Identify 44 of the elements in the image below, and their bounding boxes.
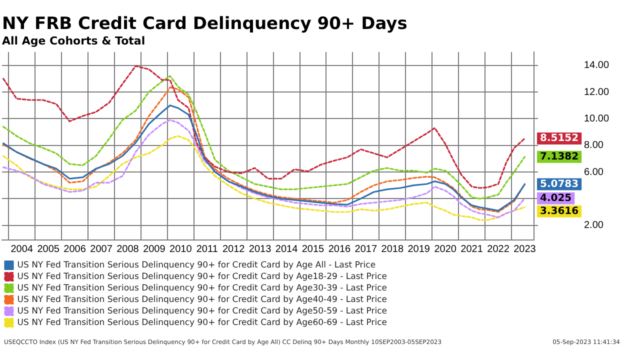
- x-tick-label: 2011: [196, 244, 218, 255]
- line-series: [2, 135, 526, 221]
- y-tick-label: 6.00: [584, 166, 604, 178]
- x-tick-label: 2009: [143, 244, 166, 255]
- x-tick-label: 2008: [116, 244, 140, 255]
- y-tick-label: 14.00: [584, 60, 610, 72]
- x-tick-label: 2021: [460, 244, 484, 255]
- chart-title: NY FRB Credit Card Delinquency 90+ Days: [2, 14, 408, 34]
- legend-label: US NY Fed Transition Serious Delinquency 90+ for Credit Card by Age40-49 - Last Price: [17, 294, 388, 305]
- x-tick-label: 2015: [302, 244, 325, 255]
- legend-label: US NY Fed Transition Serious Delinquency 90+ for Credit Card by Age All - Last Price: [17, 260, 376, 270]
- line-series: [2, 75, 526, 200]
- x-tick-label: 2014: [275, 244, 298, 255]
- x-tick-label: 2016: [328, 244, 352, 255]
- x-tick-label: 2018: [381, 244, 404, 255]
- x-tick-label: 2023: [514, 244, 536, 255]
- x-tick-label: 2017: [354, 244, 378, 255]
- x-tick-label: 2019: [408, 244, 430, 255]
- data-label: 3.3616: [540, 206, 579, 217]
- x-tick-label: 2006: [64, 244, 86, 255]
- data-label: 4.025: [540, 192, 572, 204]
- line-series: [2, 119, 526, 218]
- legend-label: US NY Fed Transition Serious Delinquency 90+ for Credit Card by Age50-59 - Last Price: [17, 306, 388, 316]
- y-tick-label: 12.00: [584, 86, 610, 98]
- x-tick-label: 2010: [170, 244, 192, 255]
- x-tick-label: 2007: [90, 244, 113, 255]
- x-tick-label: 2004: [10, 244, 34, 255]
- data-label: 8.5152: [540, 133, 579, 144]
- legend-label: US NY Fed Transition Serious Delinquency 90+ for Credit Card by Age18-29 - Last Price: [17, 272, 388, 282]
- x-tick-label: 2012: [222, 244, 246, 255]
- line-series: [2, 86, 526, 213]
- data-label: 5.0783: [540, 178, 579, 190]
- chart-subtitle: All Age Cohorts & Total: [2, 34, 146, 48]
- x-tick-label: 2020: [434, 244, 457, 255]
- legend-label: US NY Fed Transition Serious Delinquency 90+ for Credit Card by Age30-39 - Last Price: [17, 283, 388, 294]
- x-tick-label: 2013: [248, 244, 272, 255]
- legend-label: US NY Fed Transition Serious Delinquency 90+ for Credit Card by Age60-69 - Last Price: [17, 318, 388, 328]
- y-tick-label: 10.00: [584, 113, 610, 124]
- x-tick-label: 2005: [37, 244, 60, 255]
- y-tick-label: 8.00: [584, 140, 604, 152]
- data-label: 7.1382: [540, 151, 579, 162]
- y-tick-label: 2.00: [584, 220, 604, 232]
- x-tick-label: 2022: [487, 244, 510, 255]
- line-series: [2, 65, 526, 189]
